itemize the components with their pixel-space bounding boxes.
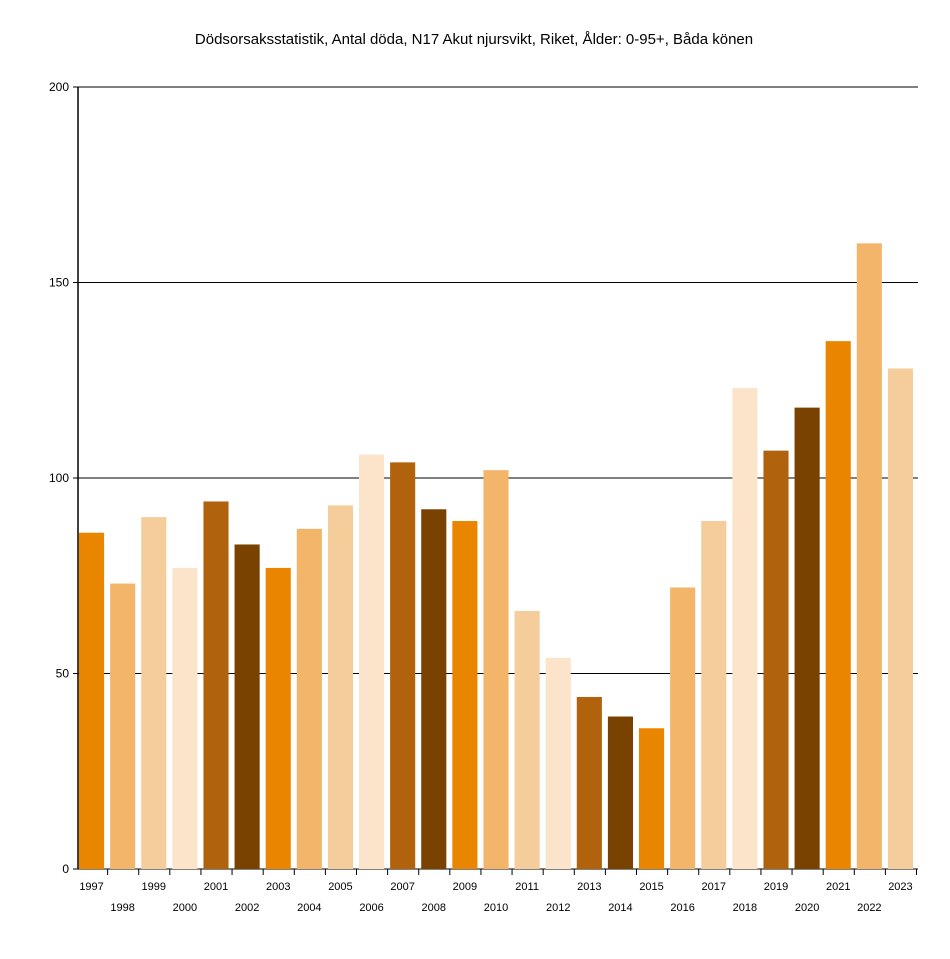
x-tick-label: 2016 <box>670 902 694 914</box>
x-tick-label: 2004 <box>297 902 321 914</box>
x-tick-label: 2000 <box>173 902 197 914</box>
bar-2015 <box>639 728 665 869</box>
bar-1999 <box>141 517 167 869</box>
bar-2021 <box>825 341 851 869</box>
x-tick-label: 1999 <box>142 881 166 893</box>
x-tick-label: 2006 <box>359 902 383 914</box>
bar-2012 <box>545 657 571 869</box>
bar-2023 <box>887 368 913 869</box>
bar-2001 <box>203 501 229 869</box>
x-tick-label: 2017 <box>702 881 726 893</box>
x-tick-label: 2001 <box>204 881 228 893</box>
x-tick-label: 2015 <box>639 881 663 893</box>
bar-2020 <box>794 407 820 869</box>
y-tick-label: 50 <box>56 667 70 681</box>
bar-2018 <box>732 388 758 869</box>
y-tick-label: 200 <box>49 80 69 94</box>
x-tick-label: 2002 <box>235 902 259 914</box>
bar-2008 <box>421 509 447 869</box>
x-tick-label: 1997 <box>79 881 103 893</box>
bar-2000 <box>172 567 198 869</box>
y-tick-label: 100 <box>49 471 69 485</box>
x-tick-label: 2010 <box>484 902 508 914</box>
bar-2005 <box>327 505 353 869</box>
bar-2002 <box>234 544 260 869</box>
y-tick-label: 0 <box>62 862 69 876</box>
bar-2007 <box>390 462 416 869</box>
bar-1997 <box>79 532 105 869</box>
x-tick-label: 2009 <box>453 881 477 893</box>
x-tick-label: 2012 <box>546 902 570 914</box>
x-tick-label: 2019 <box>764 881 788 893</box>
x-tick-label: 2005 <box>328 881 352 893</box>
x-tick-label: 2003 <box>266 881 290 893</box>
bar-2013 <box>576 696 602 869</box>
x-tick-label: 2013 <box>577 881 601 893</box>
bar-2009 <box>452 521 478 869</box>
y-tick-label: 150 <box>49 276 69 290</box>
bar-2016 <box>670 587 696 869</box>
x-tick-label: 2007 <box>390 881 414 893</box>
bar-2017 <box>701 521 727 869</box>
x-tick-label: 2018 <box>733 902 757 914</box>
bar-2014 <box>607 716 633 869</box>
x-tick-label: 2020 <box>795 902 819 914</box>
x-tick-label: 2023 <box>888 881 912 893</box>
bar-2011 <box>514 610 540 869</box>
bar-2003 <box>265 567 291 869</box>
bar-2010 <box>483 470 509 869</box>
x-tick-label: 2011 <box>515 881 539 893</box>
x-tick-label: 1998 <box>110 902 134 914</box>
bar-2006 <box>359 454 385 869</box>
bar-2022 <box>856 243 882 869</box>
bar-2019 <box>763 450 789 869</box>
chart-title: Dödsorsaksstatistik, Antal döda, N17 Aku… <box>195 31 753 48</box>
bar-2004 <box>296 528 322 869</box>
x-tick-label: 2022 <box>857 902 881 914</box>
bar-1998 <box>110 583 136 869</box>
x-tick-label: 2008 <box>422 902 446 914</box>
x-tick-label: 2014 <box>608 902 632 914</box>
x-tick-label: 2021 <box>826 881 850 893</box>
